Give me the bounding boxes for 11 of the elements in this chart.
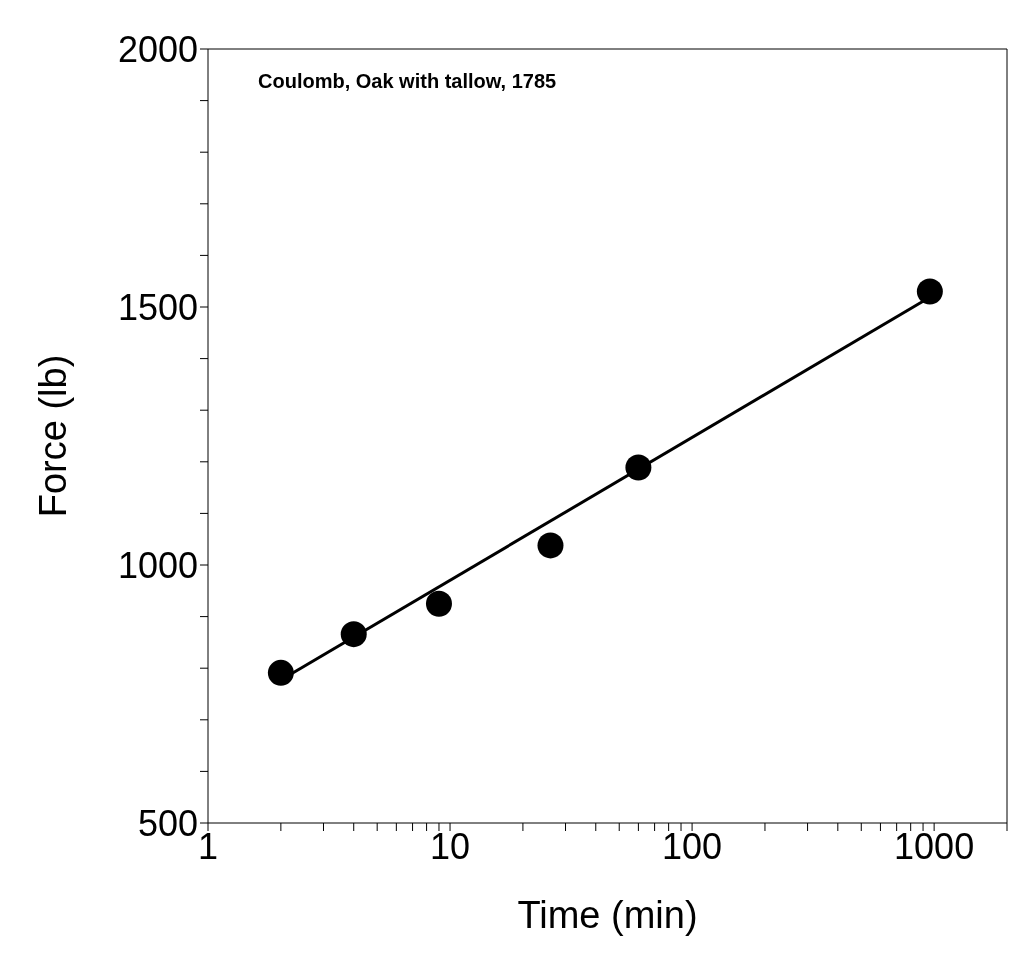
- x-axis-title: Time (min): [517, 894, 698, 936]
- x-tick-label: 1: [197, 825, 219, 867]
- y-tick-label: 1000: [117, 544, 198, 586]
- y-tick-label: 2000: [117, 28, 198, 70]
- y-tick-label: 500: [137, 802, 198, 844]
- x-tick-label: 10: [430, 825, 471, 867]
- y-axis-title: Force (lb): [32, 354, 75, 518]
- annotation: Coulomb, Oak with tallow, 1785: [258, 70, 557, 93]
- x-tick-label: 1000: [894, 825, 975, 867]
- y-tick-label: 1500: [117, 286, 198, 328]
- x-tick-label: 100: [662, 825, 723, 867]
